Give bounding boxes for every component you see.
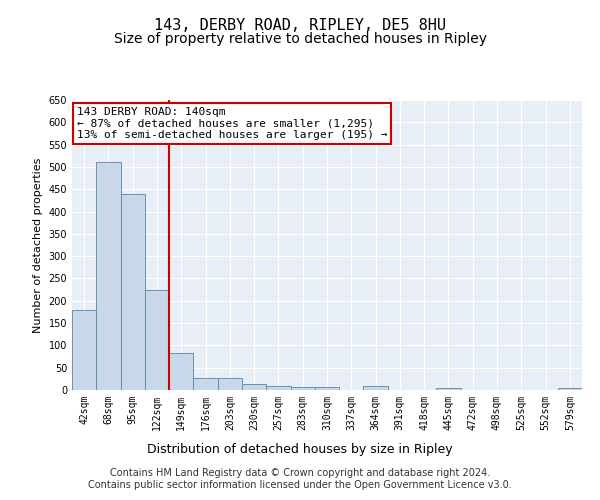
Bar [436, 388, 461, 390]
Bar [218, 378, 242, 390]
Bar [96, 162, 121, 390]
Bar [266, 386, 290, 390]
Text: 143, DERBY ROAD, RIPLEY, DE5 8HU: 143, DERBY ROAD, RIPLEY, DE5 8HU [154, 18, 446, 32]
Bar [315, 387, 339, 390]
Bar [364, 386, 388, 390]
Bar [193, 378, 218, 390]
Bar [121, 194, 145, 390]
Bar [558, 388, 582, 390]
Bar [72, 310, 96, 390]
Bar [145, 290, 169, 390]
Text: Distribution of detached houses by size in Ripley: Distribution of detached houses by size … [147, 442, 453, 456]
Y-axis label: Number of detached properties: Number of detached properties [33, 158, 43, 332]
Text: 143 DERBY ROAD: 140sqm
← 87% of detached houses are smaller (1,295)
13% of semi-: 143 DERBY ROAD: 140sqm ← 87% of detached… [77, 108, 388, 140]
Bar [290, 387, 315, 390]
Bar [169, 354, 193, 390]
Text: Size of property relative to detached houses in Ripley: Size of property relative to detached ho… [113, 32, 487, 46]
Text: Contains HM Land Registry data © Crown copyright and database right 2024.
Contai: Contains HM Land Registry data © Crown c… [88, 468, 512, 490]
Bar [242, 384, 266, 390]
